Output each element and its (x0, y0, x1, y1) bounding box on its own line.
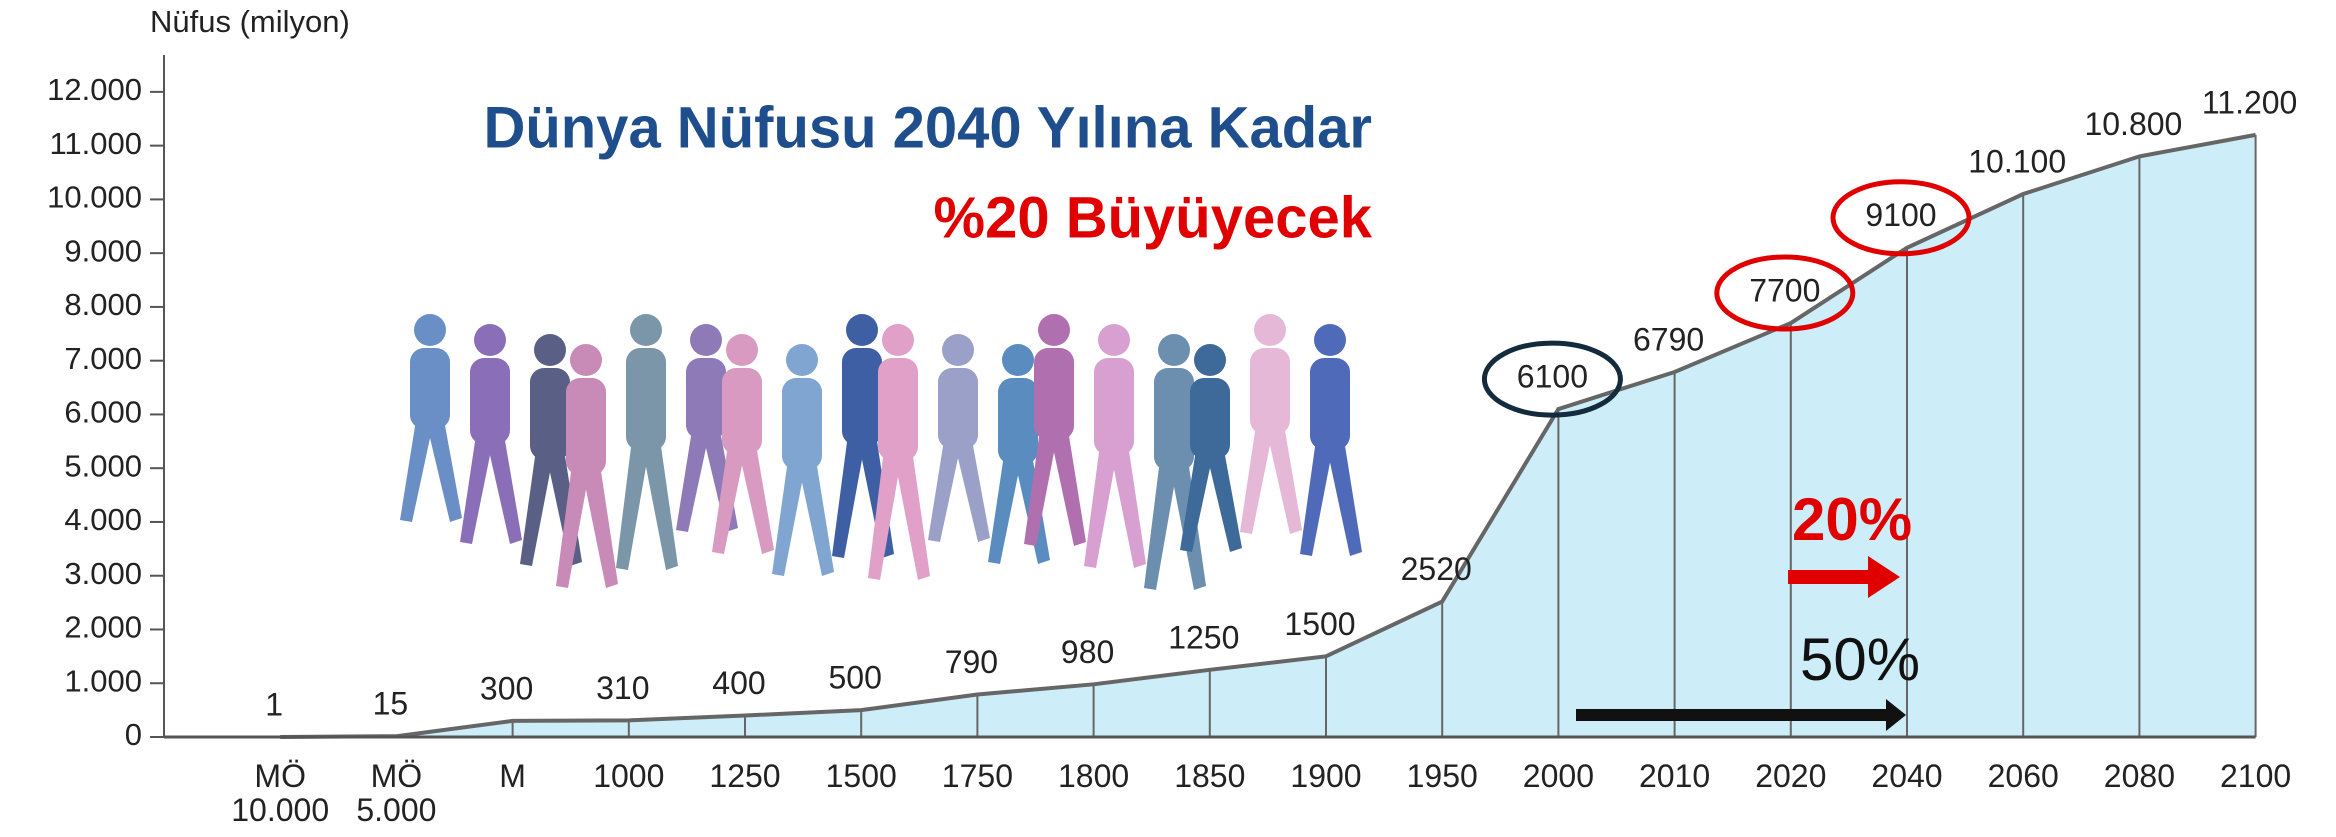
person-body (842, 348, 882, 445)
person-body (410, 348, 450, 429)
y-tick-label: 4.000 (64, 502, 142, 537)
person-head (534, 334, 566, 366)
annotation: 50% (1800, 626, 1920, 693)
value-label: 6790 (1633, 321, 1704, 357)
value-label: 790 (945, 644, 998, 680)
person-legs (928, 440, 990, 542)
value-label: 1500 (1284, 606, 1355, 642)
value-label: 2520 (1401, 551, 1472, 587)
person-head (1314, 324, 1346, 356)
person-legs (460, 435, 522, 544)
person-body (530, 368, 570, 460)
value-label: 11.200 (2202, 84, 2298, 120)
person-body (1190, 378, 1230, 459)
person-head (1194, 344, 1226, 376)
y-axis-label: Nüfus (milyon) (150, 4, 350, 39)
person-legs (1300, 440, 1362, 556)
person-head (1002, 344, 1034, 376)
person-head (690, 324, 722, 356)
value-label: 6100 (1517, 359, 1588, 395)
person-legs (772, 460, 834, 576)
page: Nüfus (milyon) Dünya Nüfusu 2040 Yılına … (0, 0, 2336, 837)
person-head (726, 334, 758, 366)
person-body (470, 358, 510, 444)
person-body (782, 378, 822, 470)
value-label: 9100 (1865, 197, 1936, 233)
y-tick-label: 11.000 (49, 126, 142, 161)
person-head (786, 344, 818, 376)
annotation: 20% (1792, 486, 1912, 553)
person-body (1094, 358, 1134, 455)
y-tick-label: 7.000 (64, 341, 142, 376)
person-legs (400, 420, 462, 522)
value-label: 310 (596, 670, 649, 706)
x-tick-label: 2100 (2186, 759, 2326, 793)
y-tick-label: 10.000 (47, 180, 142, 215)
y-tick-label: 1.000 (64, 663, 142, 698)
value-label: 15 (373, 686, 409, 722)
y-tick-label: 9.000 (64, 233, 142, 268)
person-body (1250, 348, 1290, 434)
chart-subtitle: %20 Büyüyecek (934, 185, 1373, 250)
y-tick-label: 2.000 (64, 610, 142, 645)
person-body (566, 378, 606, 475)
chart-title: Dünya Nüfusu 2040 Yılına Kadar (483, 95, 1372, 160)
value-label: 1250 (1168, 619, 1239, 655)
value-label: 500 (829, 660, 882, 696)
person-legs (1240, 425, 1302, 534)
person-head (1038, 314, 1070, 346)
person-head (1098, 324, 1130, 356)
y-tick-label: 5.000 (64, 448, 142, 483)
person-body (686, 358, 726, 439)
y-tick-label: 6.000 (64, 395, 142, 430)
person-head (1158, 334, 1190, 366)
person-head (1254, 314, 1286, 346)
person-body (1154, 368, 1194, 471)
person-head (570, 344, 602, 376)
y-tick-label: 3.000 (64, 556, 142, 591)
person-head (630, 314, 662, 346)
person-head (882, 324, 914, 356)
person-head (474, 324, 506, 356)
person-body (1310, 358, 1350, 450)
person-head (942, 334, 974, 366)
people-illustration (400, 314, 1362, 590)
value-label: 300 (480, 670, 533, 706)
y-tick-label: 8.000 (64, 287, 142, 322)
person-head (414, 314, 446, 346)
value-label: 10.800 (2084, 106, 2182, 142)
person-legs (616, 439, 678, 570)
person-body (938, 368, 978, 449)
value-label: 1 (265, 686, 283, 722)
person-body (1034, 348, 1074, 440)
person-body (626, 348, 666, 451)
value-label: 980 (1061, 634, 1114, 670)
person-head (846, 314, 878, 346)
person-legs (1084, 444, 1146, 568)
value-label: 10.100 (1968, 143, 2066, 179)
y-tick-label: 12.000 (47, 72, 142, 107)
y-tick-label: 0 (125, 717, 142, 752)
person-body (998, 378, 1038, 464)
value-label: 400 (712, 665, 765, 701)
person-body (722, 368, 762, 454)
chart: Nüfus (milyon) Dünya Nüfusu 2040 Yılına … (0, 0, 2336, 837)
person-body (878, 358, 918, 461)
value-label: 7700 (1749, 273, 1820, 309)
